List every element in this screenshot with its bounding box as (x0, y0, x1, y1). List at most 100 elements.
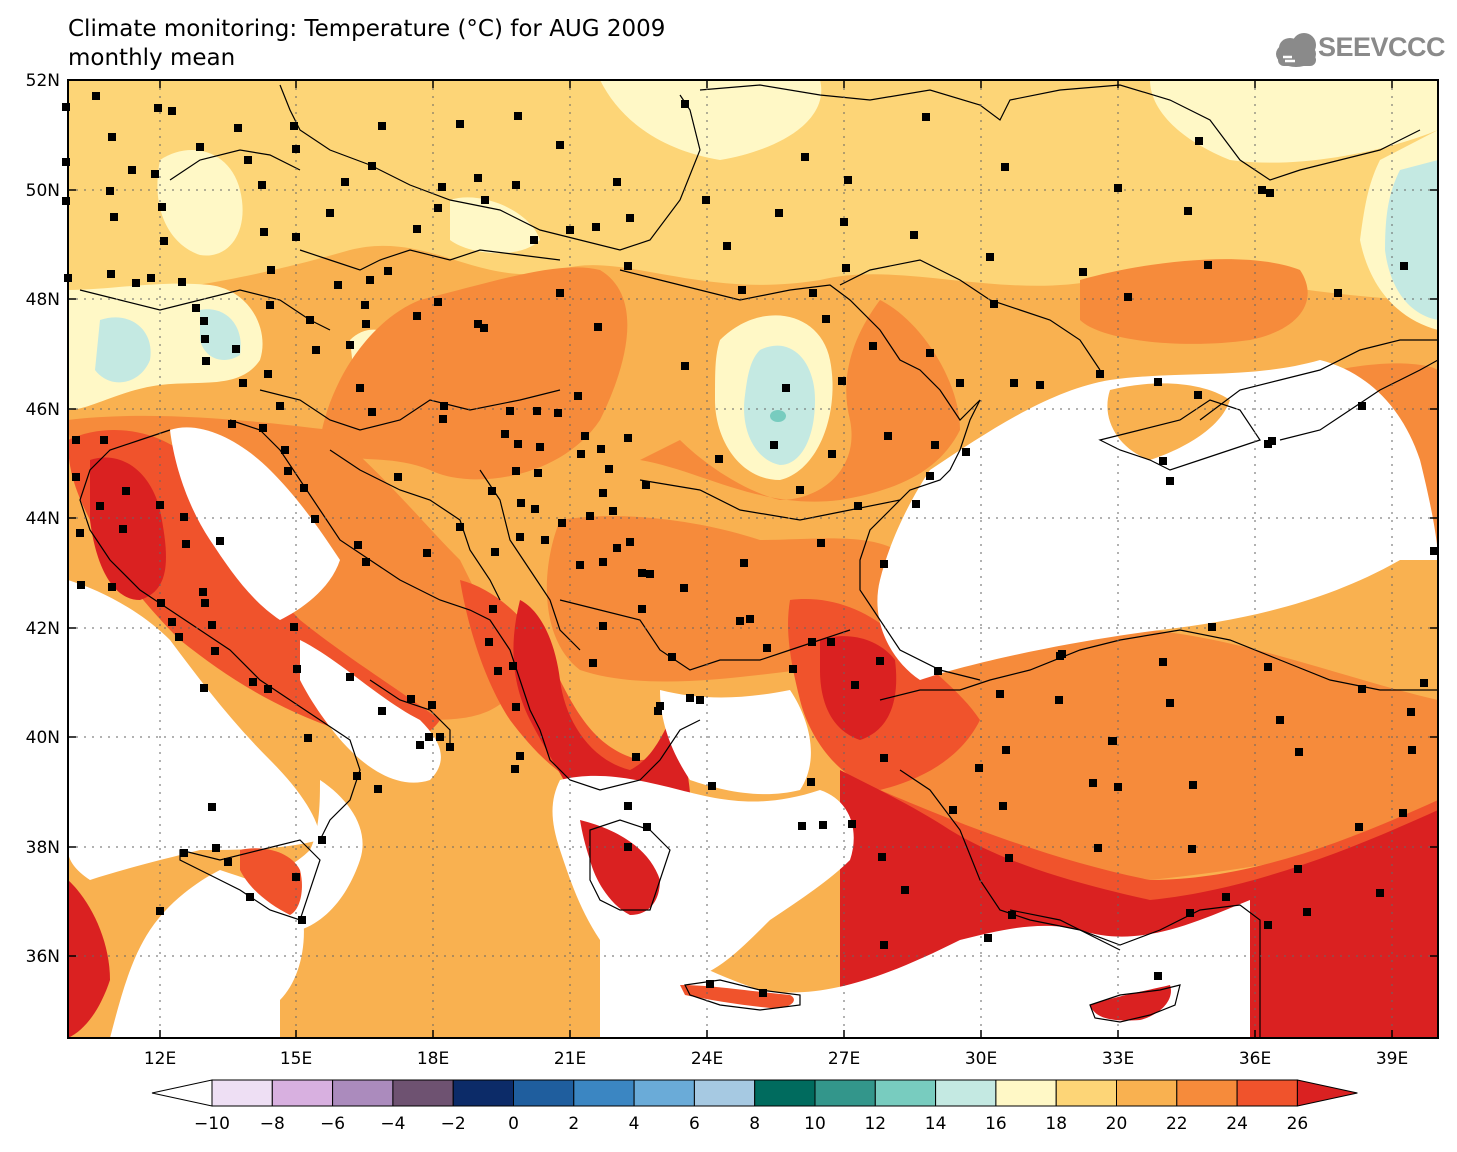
station-marker (681, 362, 689, 370)
station-marker (341, 178, 349, 186)
station-marker (485, 638, 493, 646)
station-marker (456, 523, 464, 531)
station-marker (566, 226, 574, 234)
lat-tick-label: 38N (26, 838, 60, 858)
station-marker (934, 667, 942, 675)
colorbar-label: 26 (1287, 1114, 1309, 1134)
station-marker (1400, 262, 1408, 270)
station-marker (656, 702, 664, 710)
station-marker (361, 301, 369, 309)
colorbar-label: 2 (568, 1114, 579, 1134)
station-marker (511, 765, 519, 773)
station-marker (1154, 378, 1162, 386)
station-marker (1184, 207, 1192, 215)
station-marker (534, 469, 542, 477)
station-marker (516, 533, 524, 541)
station-marker (646, 570, 654, 578)
lon-tick-label: 39E (1376, 1049, 1408, 1069)
station-marker (609, 507, 617, 515)
station-marker (577, 450, 585, 458)
lon-tick-label: 21E (554, 1049, 586, 1069)
station-marker (512, 703, 520, 711)
station-marker (200, 684, 208, 692)
map-subtitle: monthly mean (68, 45, 236, 71)
station-marker (260, 228, 268, 236)
station-marker (990, 300, 998, 308)
station-marker (1208, 623, 1216, 631)
colorbar-label: 20 (1106, 1114, 1128, 1134)
station-marker (759, 989, 767, 997)
station-marker (796, 486, 804, 494)
station-marker (844, 176, 852, 184)
station-marker (931, 441, 939, 449)
station-marker (581, 432, 589, 440)
temperature-field (68, 80, 1438, 1038)
station-marker (626, 538, 634, 546)
station-marker (624, 434, 632, 442)
colorbar-arrow-right (1296, 1079, 1358, 1107)
station-marker (723, 242, 731, 250)
station-marker (828, 450, 836, 458)
station-marker (668, 653, 676, 661)
colorbar-label: 22 (1166, 1114, 1188, 1134)
station-marker (132, 279, 140, 287)
station-marker (413, 312, 421, 320)
station-marker (438, 183, 446, 191)
station-marker (869, 342, 877, 350)
station-marker (740, 559, 748, 567)
station-marker (276, 402, 284, 410)
colorbar-swatch (1176, 1079, 1238, 1107)
station-marker (178, 278, 186, 286)
station-marker (613, 544, 621, 552)
colorbar-label: 12 (864, 1114, 886, 1134)
colorbar-label: −6 (320, 1114, 345, 1134)
station-marker (267, 266, 275, 274)
station-marker (514, 112, 522, 120)
station-marker (196, 143, 204, 151)
station-marker (108, 133, 116, 141)
lat-tick-label: 52N (26, 71, 60, 91)
station-marker (246, 893, 254, 901)
station-marker (638, 605, 646, 613)
station-marker (434, 204, 442, 212)
station-marker (346, 341, 354, 349)
station-marker (180, 513, 188, 521)
station-marker (407, 695, 415, 703)
station-marker (574, 392, 582, 400)
station-marker (201, 335, 209, 343)
station-marker (423, 549, 431, 557)
station-marker (488, 487, 496, 495)
station-marker (949, 806, 957, 814)
station-marker (1114, 184, 1122, 192)
station-marker (901, 886, 909, 894)
station-marker (108, 583, 116, 591)
station-marker (807, 778, 815, 786)
station-marker (558, 519, 566, 527)
station-marker (100, 436, 108, 444)
station-marker (413, 225, 421, 233)
station-marker (817, 539, 825, 547)
station-marker (681, 100, 689, 108)
lon-tick-label: 12E (144, 1049, 176, 1069)
station-marker (819, 821, 827, 829)
station-marker (92, 92, 100, 100)
station-marker (1264, 921, 1272, 929)
station-marker (822, 315, 830, 323)
station-marker (312, 346, 320, 354)
station-marker (232, 345, 240, 353)
station-marker (613, 178, 621, 186)
station-marker (234, 124, 242, 132)
lon-tick-label: 27E (828, 1049, 860, 1069)
station-marker (586, 512, 594, 520)
colorbar-label: 6 (689, 1114, 700, 1134)
station-marker (1109, 737, 1117, 745)
station-marker (1166, 699, 1174, 707)
station-marker (1094, 844, 1102, 852)
station-marker (536, 443, 544, 451)
lat-tick-label: 46N (26, 400, 60, 420)
station-marker (1159, 658, 1167, 666)
station-marker (851, 681, 859, 689)
station-marker (984, 934, 992, 942)
station-marker (334, 281, 342, 289)
station-marker (556, 141, 564, 149)
